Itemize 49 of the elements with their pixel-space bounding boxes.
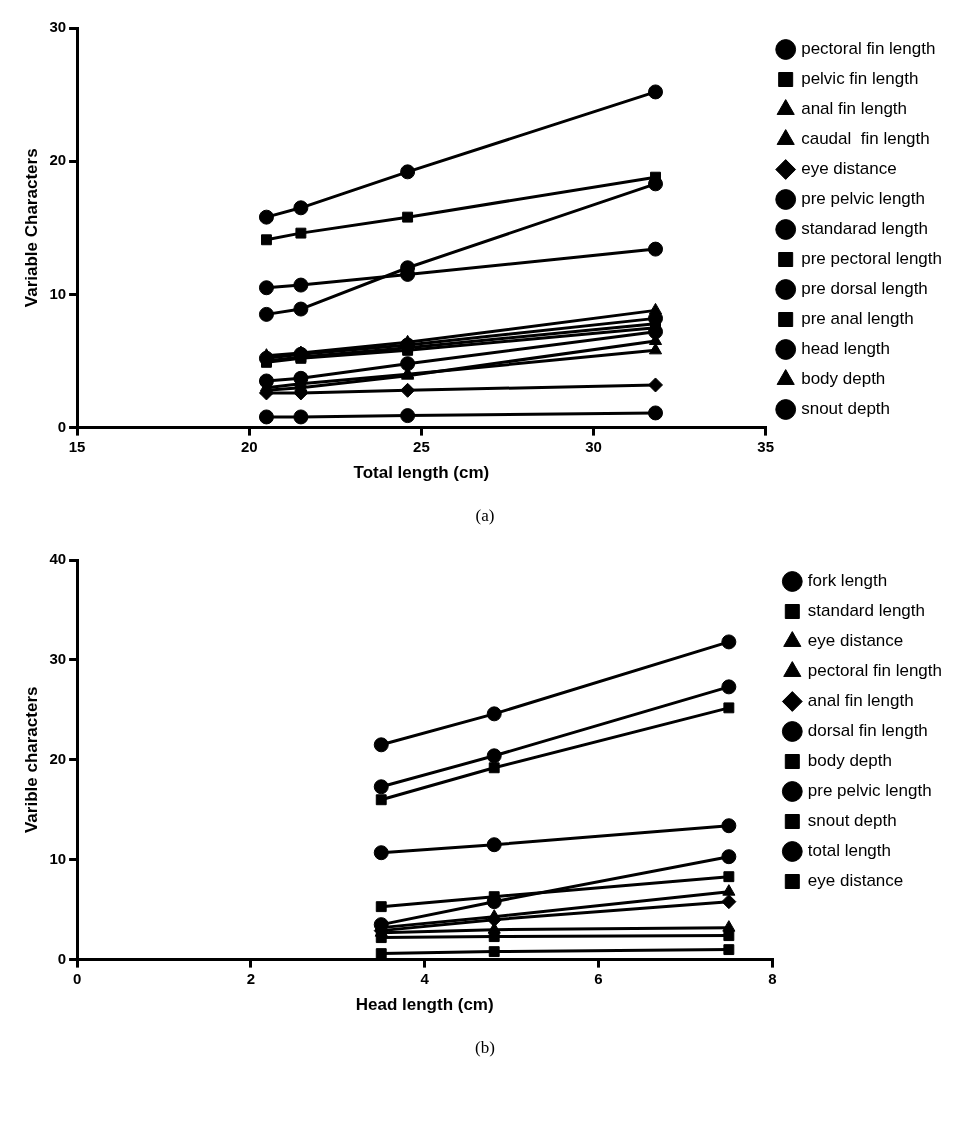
y-tick-label: 30 bbox=[49, 650, 67, 668]
legend-label: pelvic fin length bbox=[801, 69, 919, 89]
legend-label: standarad length bbox=[801, 219, 928, 239]
legend-label: pectoral fin length bbox=[801, 39, 936, 59]
legend-label: fork length bbox=[807, 571, 888, 591]
text: (b) bbox=[474, 1038, 496, 1058]
x-tick-label: 20 bbox=[240, 437, 258, 455]
x-tick-label: 2 bbox=[246, 969, 256, 987]
legend-label: pectoral fin length bbox=[807, 661, 942, 681]
x-tick-label: 0 bbox=[72, 969, 82, 987]
legend-label: snout depth bbox=[801, 399, 891, 419]
x-tick-label: 6 bbox=[594, 969, 603, 987]
y-tick-label: 10 bbox=[49, 849, 67, 867]
y-tick-label: 0 bbox=[57, 949, 67, 967]
y-axis-title: Variable Characters bbox=[21, 148, 41, 308]
x-tick-label: 4 bbox=[420, 969, 430, 987]
y-tick-label: 20 bbox=[49, 749, 67, 767]
legend-label: body depth bbox=[801, 369, 886, 389]
x-tick-label: 25 bbox=[413, 437, 430, 455]
legend-label: body depth bbox=[807, 751, 892, 771]
y-tick-label: 0 bbox=[57, 417, 67, 435]
legend-label: pre pectoral length bbox=[801, 249, 943, 269]
y-tick-label: 30 bbox=[49, 18, 67, 36]
legend-label: pre dorsal length bbox=[801, 279, 928, 299]
x-tick-label: 8 bbox=[768, 969, 777, 987]
legend-label: pre anal length bbox=[801, 309, 914, 329]
legend-label: caudal fin length bbox=[801, 129, 930, 149]
y-tick-label: 10 bbox=[49, 284, 67, 302]
legend-label: standard length bbox=[807, 601, 925, 621]
x-tick-label: 35 bbox=[757, 437, 775, 455]
legend-label: total length bbox=[807, 841, 891, 861]
x-axis-title: Total length (cm) bbox=[353, 463, 490, 483]
legend-label: eye distance bbox=[807, 631, 904, 651]
legend-label: head length bbox=[801, 339, 891, 359]
y-tick-label: 40 bbox=[49, 550, 67, 568]
text: (a) bbox=[474, 506, 496, 526]
legend-label: anal fin length bbox=[807, 691, 914, 711]
legend-label: dorsal fin length bbox=[807, 721, 928, 741]
legend-label: eye distance bbox=[801, 159, 897, 179]
x-tick-label: 30 bbox=[585, 437, 602, 455]
legend-label: pre pelvic length bbox=[801, 189, 925, 209]
legend-label: pre pelvic length bbox=[807, 781, 932, 801]
y-axis-title: Varible characters bbox=[21, 686, 41, 834]
legend-label: anal fin length bbox=[801, 99, 908, 119]
x-axis-title: Head length (cm) bbox=[355, 995, 494, 1015]
x-tick-label: 15 bbox=[68, 437, 86, 455]
y-tick-label: 20 bbox=[49, 151, 67, 169]
legend-label: eye distance bbox=[807, 871, 904, 891]
legend-label: snout depth bbox=[807, 811, 897, 831]
